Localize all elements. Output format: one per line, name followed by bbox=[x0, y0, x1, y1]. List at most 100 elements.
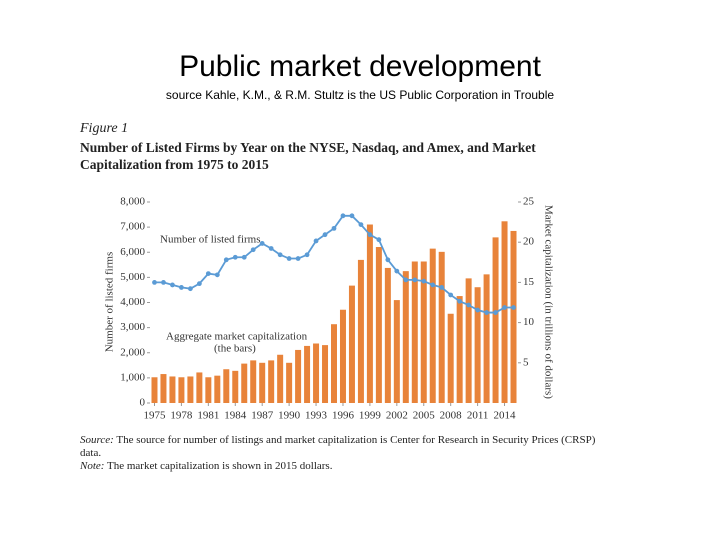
figure-caption: Number of Listed Firms by Year on the NY… bbox=[80, 140, 536, 172]
x-tick-label: 2011 bbox=[467, 410, 489, 422]
y-tick-label: 6,000 bbox=[120, 246, 145, 258]
x-tick-label: 2014 bbox=[494, 410, 517, 422]
bar bbox=[277, 354, 284, 403]
bar bbox=[331, 324, 337, 403]
point bbox=[313, 238, 319, 244]
bar bbox=[250, 360, 257, 403]
bar bbox=[492, 237, 499, 403]
point bbox=[179, 285, 184, 290]
point bbox=[259, 241, 265, 246]
source-label: Source: bbox=[80, 434, 114, 446]
bar bbox=[357, 259, 364, 403]
point bbox=[349, 213, 355, 219]
bar bbox=[286, 362, 293, 403]
x-tick-label: 1978 bbox=[170, 410, 193, 422]
point bbox=[340, 213, 346, 219]
point bbox=[250, 247, 256, 253]
bar bbox=[160, 374, 167, 403]
point bbox=[322, 232, 328, 238]
figure-label: Figure 1 bbox=[80, 121, 129, 136]
bar bbox=[223, 369, 230, 403]
x-tick-label: 2002 bbox=[386, 410, 408, 422]
bar bbox=[501, 221, 508, 403]
bar bbox=[339, 309, 346, 403]
bar bbox=[384, 267, 391, 403]
point bbox=[161, 280, 166, 285]
point bbox=[484, 310, 489, 315]
point bbox=[430, 282, 436, 288]
point bbox=[223, 257, 229, 263]
bar bbox=[510, 230, 517, 403]
bar bbox=[241, 363, 248, 403]
point bbox=[403, 277, 409, 283]
bar bbox=[304, 345, 311, 403]
point bbox=[196, 281, 202, 287]
y2-tick-label: 20 bbox=[523, 236, 535, 248]
y2-tick-label: 10 bbox=[523, 316, 535, 328]
point bbox=[511, 305, 516, 310]
x-tick-label: 1990 bbox=[278, 410, 301, 422]
point bbox=[331, 225, 337, 231]
bar bbox=[214, 375, 221, 403]
bar bbox=[151, 377, 158, 403]
bar bbox=[348, 285, 355, 403]
point bbox=[466, 302, 472, 308]
bar bbox=[196, 372, 203, 403]
y2-tick-label: 15 bbox=[523, 276, 535, 288]
x-tick-label: 1993 bbox=[305, 410, 328, 422]
y-tick-label: 5,000 bbox=[120, 271, 145, 283]
bar bbox=[402, 271, 409, 403]
note-label: Note: bbox=[80, 460, 105, 472]
y-tick-label: 2,000 bbox=[120, 346, 145, 358]
y2-axis-label: Market capitalization (in trillions of d… bbox=[542, 205, 554, 399]
point bbox=[475, 307, 481, 313]
point bbox=[376, 237, 382, 243]
x-tick-label: 1975 bbox=[143, 410, 166, 422]
slide-title: Public market development bbox=[179, 50, 541, 83]
bar bbox=[438, 251, 445, 403]
y-tick-label: 3,000 bbox=[120, 321, 145, 333]
bar bbox=[366, 224, 373, 403]
point bbox=[493, 310, 498, 315]
y-axis-label: Number of listed firms bbox=[104, 252, 116, 353]
annotation: Aggregate market capitalization bbox=[166, 331, 308, 343]
annotation: Number of listed firms bbox=[160, 234, 261, 246]
annotation: (the bars) bbox=[214, 343, 256, 355]
bar bbox=[169, 376, 176, 403]
y-tick-label: 7,000 bbox=[120, 221, 145, 233]
point bbox=[439, 285, 445, 290]
point bbox=[295, 256, 301, 261]
y-tick-label: 8,000 bbox=[120, 196, 145, 208]
point bbox=[457, 298, 463, 304]
point bbox=[268, 246, 274, 251]
y-tick-label: 4,000 bbox=[120, 296, 145, 308]
point bbox=[412, 277, 418, 283]
bar bbox=[232, 370, 239, 403]
bar bbox=[483, 274, 490, 403]
point bbox=[502, 305, 507, 310]
bar bbox=[420, 261, 427, 403]
point bbox=[241, 254, 247, 260]
x-tick-label: 1981 bbox=[197, 410, 219, 422]
source-note: Source: The source for number of listing… bbox=[80, 434, 600, 473]
source-text: The source for number of listings and ma… bbox=[80, 434, 596, 459]
bar bbox=[313, 343, 320, 403]
bar bbox=[456, 296, 463, 403]
point bbox=[214, 272, 220, 278]
point bbox=[448, 292, 454, 298]
note-text: The market capitalization is shown in 20… bbox=[107, 460, 333, 472]
slide-subtitle: source Kahle, K.M., & R.M. Stultz is the… bbox=[165, 88, 555, 102]
point bbox=[187, 286, 193, 292]
y2-tick-label: 5 bbox=[523, 356, 529, 368]
y-tick-label: 0 bbox=[140, 397, 146, 409]
source: Source: The source for number of listing… bbox=[80, 434, 600, 460]
x-tick-label: 1987 bbox=[251, 410, 274, 422]
bar bbox=[447, 313, 454, 403]
y2-tick-label: 25 bbox=[523, 196, 535, 208]
bar bbox=[268, 360, 275, 403]
point bbox=[385, 257, 391, 263]
bar bbox=[465, 278, 472, 403]
bar bbox=[322, 345, 329, 403]
point bbox=[394, 268, 400, 274]
point bbox=[367, 232, 373, 238]
